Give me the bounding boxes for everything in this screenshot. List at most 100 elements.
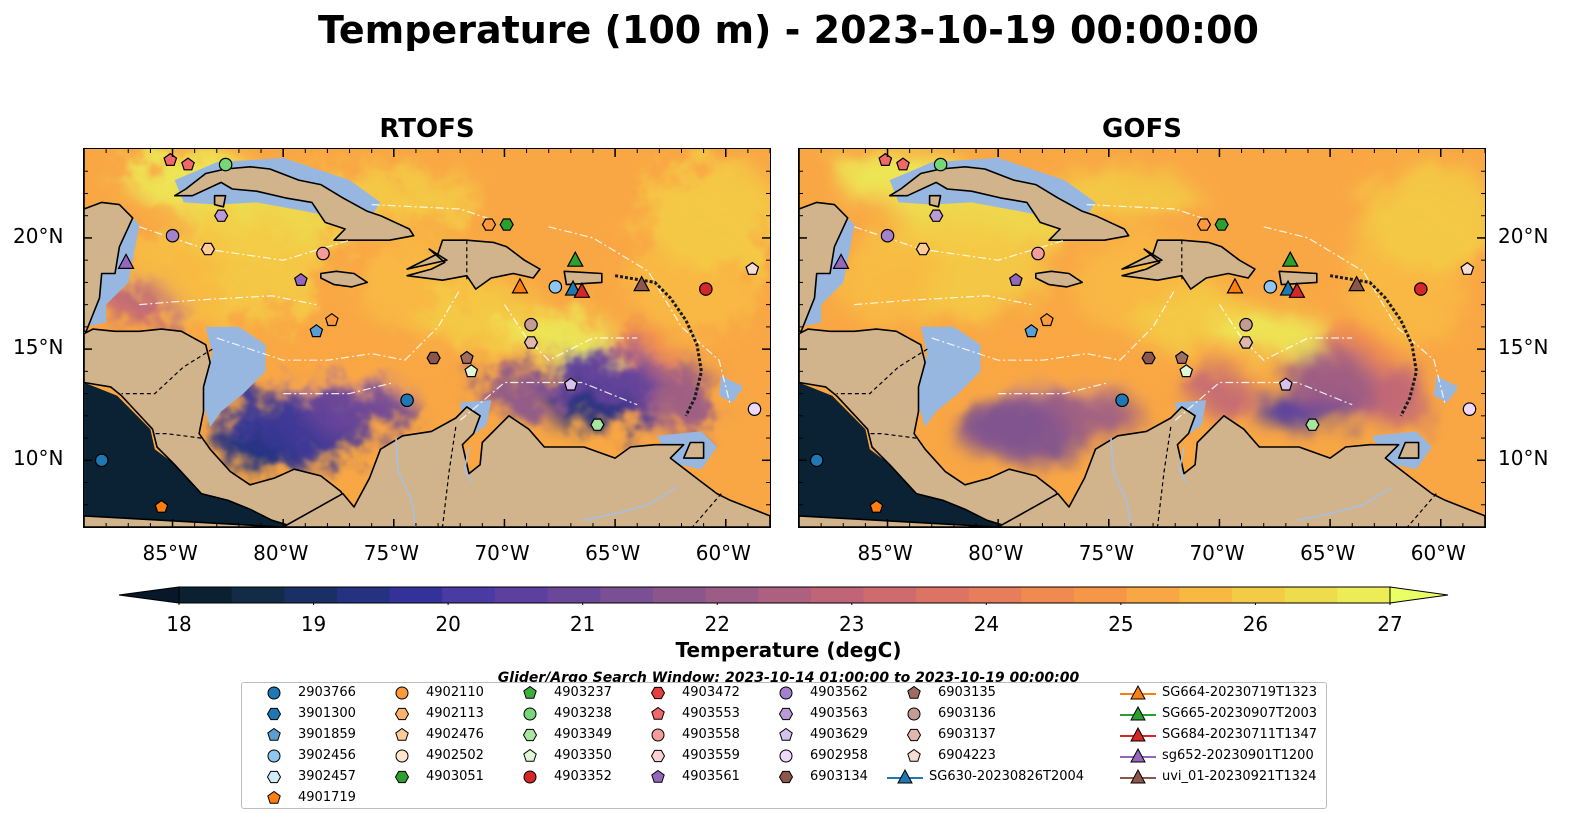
pentagon-marker-icon (779, 727, 793, 741)
lon-tick-label: 75°W (1078, 541, 1135, 565)
float-marker[interactable] (459, 350, 474, 364)
float-marker[interactable] (1263, 280, 1278, 294)
float-marker[interactable] (165, 228, 180, 243)
legend-label: 4903051 (426, 769, 484, 784)
float-marker[interactable] (1226, 277, 1244, 294)
float-marker[interactable] (400, 393, 414, 408)
float-marker[interactable] (309, 324, 324, 338)
legend-label: 4903349 (554, 727, 612, 742)
float-marker[interactable] (214, 209, 229, 222)
legend-label: 3902457 (298, 769, 356, 784)
float-marker[interactable] (163, 152, 178, 166)
legend-label: 4902110 (426, 685, 484, 700)
legend-label: sg652-20230901T1200 (1162, 748, 1314, 763)
legend-label: SG665-20230907T2003 (1162, 706, 1318, 721)
lat-tick-label: 15°N (1498, 335, 1549, 360)
lon-tick-label: 85°W (142, 541, 198, 565)
figure-title: Temperature (100 m) - 2023-10-19 00:00:0… (317, 8, 1259, 52)
lon-tick-label: 70°W (1189, 541, 1245, 565)
legend-label: 4902502 (426, 748, 484, 763)
float-marker[interactable] (878, 152, 893, 166)
map-panel-gofs[interactable] (798, 148, 1486, 528)
colorbar-swatch (442, 587, 496, 603)
float-marker[interactable] (699, 282, 713, 296)
colorbar-swatch (652, 587, 707, 603)
float-marker[interactable] (929, 209, 944, 222)
float-marker[interactable] (481, 218, 497, 231)
float-marker[interactable] (915, 242, 931, 256)
float-marker[interactable] (1414, 282, 1428, 296)
legend-label: 4903350 (554, 748, 612, 763)
pentagon-marker-icon (523, 685, 537, 699)
float-marker[interactable] (1115, 393, 1129, 408)
float-marker[interactable] (566, 250, 584, 267)
float-marker[interactable] (426, 351, 441, 365)
float-marker[interactable] (1239, 317, 1253, 332)
legend-label: 3901300 (298, 706, 356, 721)
float-marker[interactable] (154, 499, 169, 513)
legend-label: 3901859 (298, 727, 356, 742)
float-marker[interactable] (869, 499, 884, 513)
lat-tick-label: 20°N (1498, 223, 1549, 248)
float-marker[interactable] (747, 402, 762, 416)
float-marker[interactable] (1278, 377, 1293, 391)
colorbar-swatch (547, 587, 601, 603)
float-marker[interactable] (1348, 275, 1366, 292)
float-marker[interactable] (563, 377, 578, 391)
float-marker[interactable] (324, 312, 339, 327)
float-marker[interactable] (933, 157, 948, 172)
map-panel-rtofs[interactable] (83, 148, 771, 528)
float-marker[interactable] (745, 261, 760, 275)
float-marker[interactable] (1008, 272, 1023, 286)
float-marker[interactable] (511, 277, 529, 294)
float-marker[interactable] (809, 453, 824, 468)
float-marker[interactable] (880, 228, 895, 243)
float-marker[interactable] (181, 157, 195, 171)
float-marker[interactable] (1196, 218, 1212, 231)
float-marker[interactable] (293, 272, 308, 286)
legend-label: 6903136 (938, 706, 996, 721)
float-marker[interactable] (1214, 218, 1229, 231)
float-marker[interactable] (1462, 402, 1477, 416)
float-marker[interactable] (1174, 350, 1189, 364)
float-marker[interactable] (1281, 250, 1299, 267)
colorbar-swatch (600, 587, 654, 603)
float-marker[interactable] (548, 280, 563, 294)
float-marker[interactable] (316, 246, 330, 261)
float-marker[interactable] (1141, 351, 1156, 365)
float-marker[interactable] (523, 336, 539, 349)
lat-tick-label: 10°N (13, 446, 64, 471)
colorbar-swatch (863, 587, 917, 603)
float-marker[interactable] (1031, 246, 1045, 261)
float-marker[interactable] (1024, 324, 1039, 338)
pentagon-marker-icon (651, 706, 665, 720)
float-marker[interactable] (464, 364, 479, 378)
float-marker[interactable] (573, 282, 591, 298)
colorbar-swatch (389, 587, 443, 603)
float-marker[interactable] (218, 157, 233, 172)
float-marker[interactable] (1305, 418, 1320, 431)
triangle-marker-icon (1120, 727, 1156, 742)
float-marker[interactable] (1238, 336, 1254, 349)
legend-label: 4903561 (682, 769, 740, 784)
float-marker[interactable] (896, 157, 910, 171)
float-marker[interactable] (94, 453, 109, 468)
float-marker[interactable] (590, 418, 605, 431)
circle-marker-icon (779, 749, 793, 763)
float-marker[interactable] (832, 253, 850, 270)
float-marker[interactable] (1179, 364, 1194, 378)
triangle-marker-icon (1120, 706, 1156, 721)
float-marker[interactable] (117, 253, 135, 270)
legend-label: SG664-20230719T1323 (1162, 685, 1318, 700)
colorbar-swatch (336, 587, 391, 603)
float-marker[interactable] (1460, 261, 1475, 275)
float-marker[interactable] (1039, 312, 1054, 327)
float-marker[interactable] (524, 317, 538, 332)
float-marker[interactable] (499, 218, 514, 231)
float-marker[interactable] (633, 275, 651, 292)
float-marker[interactable] (200, 242, 216, 256)
float-marker[interactable] (1288, 282, 1306, 298)
circle-marker-icon (779, 686, 793, 700)
legend-label: SG630-20230826T2004 (929, 769, 1085, 784)
legend-label: 4903238 (554, 706, 612, 721)
